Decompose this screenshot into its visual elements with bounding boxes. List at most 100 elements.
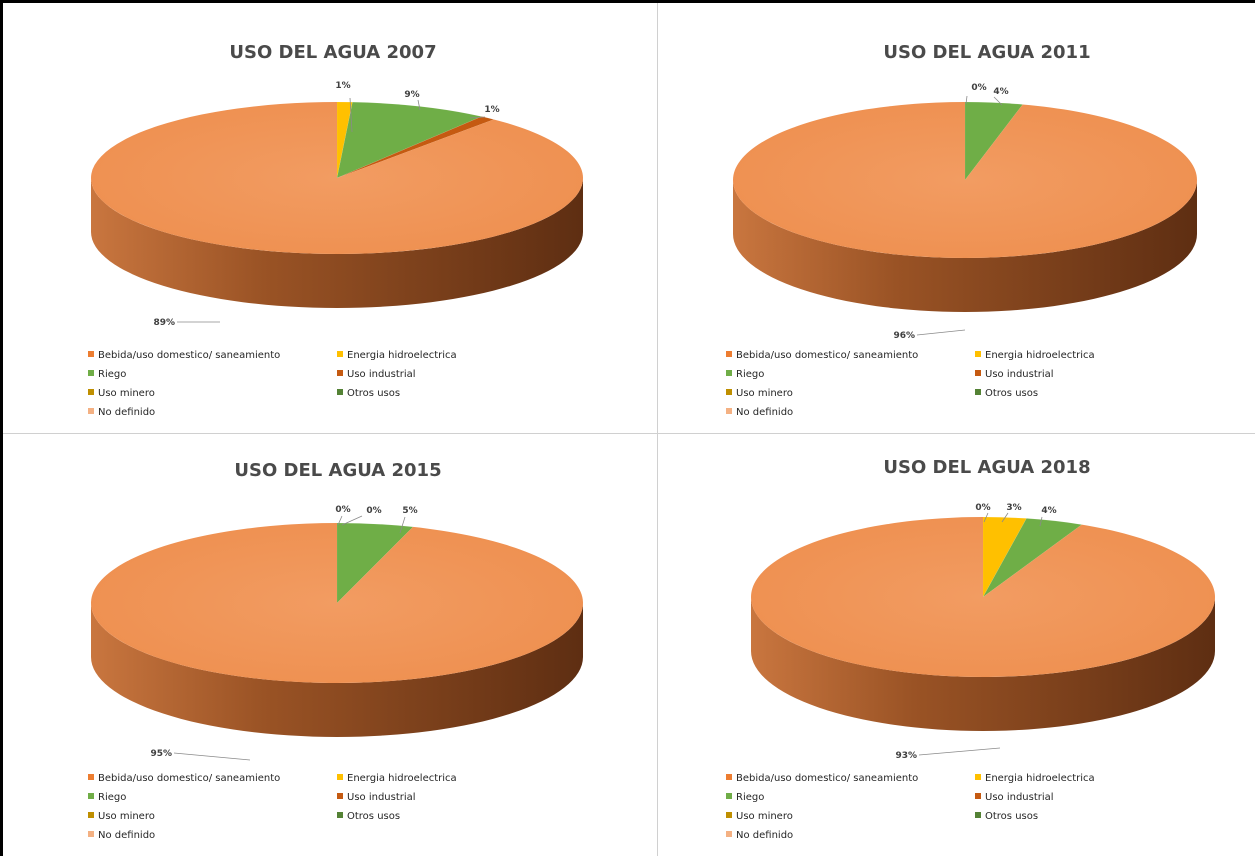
pie-slice-riego (336, 101, 483, 179)
pie-slice-bebida-uso-domestico-saneamiento (751, 517, 1215, 677)
legend-swatch (337, 812, 343, 818)
data-label: 1% (335, 81, 350, 91)
legend-swatch (88, 370, 94, 376)
legend-label: Bebida/uso domestico/ saneamiento (98, 773, 281, 784)
data-label: 5% (402, 506, 417, 516)
legend-swatch (88, 351, 94, 357)
legend-label: Uso industrial (985, 792, 1054, 803)
pie-side-wall (91, 178, 583, 308)
legend-item: Riego (726, 792, 764, 804)
legend-swatch (726, 831, 732, 837)
legend-item: Uso minero (88, 811, 155, 823)
legend-item: Otros usos (337, 388, 400, 400)
data-label: 0% (335, 505, 350, 515)
legend-item: No definido (88, 830, 155, 842)
horizontal-divider (3, 433, 1255, 434)
leader-line (916, 329, 966, 336)
legend-item: Riego (726, 369, 764, 381)
legend-item: Riego (88, 792, 126, 804)
legend-swatch (975, 793, 981, 799)
legend-item: Riego (88, 369, 126, 381)
legend-swatch (975, 812, 981, 818)
legend-label: Bebida/uso domestico/ saneamiento (736, 350, 919, 361)
data-label: 95% (150, 749, 172, 759)
legend-label: Uso industrial (347, 369, 416, 380)
legend-label: Otros usos (985, 811, 1039, 822)
legend-swatch (337, 370, 343, 376)
vertical-divider (657, 3, 658, 856)
legend-item: Bebida/uso domestico/ saneamiento (88, 773, 280, 785)
legend-label: Otros usos (347, 811, 401, 822)
data-label: 4% (1041, 506, 1056, 516)
pie-side-wall (733, 180, 1197, 312)
legend-item: Uso industrial (975, 369, 1054, 381)
data-label: 1% (484, 105, 499, 115)
pie-slice-riego (982, 518, 1083, 598)
leader-line (399, 516, 406, 534)
legend-swatch (337, 774, 343, 780)
legend-label: Riego (736, 369, 765, 380)
legend-swatch (975, 351, 981, 357)
leader-line (983, 512, 989, 523)
legend-label: Uso industrial (347, 792, 416, 803)
legend-label: Bebida/uso domestico/ saneamiento (736, 773, 919, 784)
legend-label: No definido (736, 407, 794, 418)
pie-side-wall (751, 597, 1215, 731)
legend-item: Otros usos (337, 811, 400, 823)
legend-swatch (726, 793, 732, 799)
legend-item: No definido (726, 407, 793, 419)
leader-line (918, 747, 1001, 756)
legend-item: Uso industrial (337, 369, 416, 381)
legend-item: Uso minero (726, 811, 793, 823)
legend-swatch (726, 351, 732, 357)
legend-label: Uso minero (98, 388, 155, 399)
chart-title: USO DEL AGUA 2011 (883, 42, 1090, 63)
data-label: 4% (993, 87, 1008, 97)
legend-swatch (337, 389, 343, 395)
pie-side-wall (91, 603, 583, 737)
leader-line (417, 99, 421, 111)
chart-title: USO DEL AGUA 2018 (883, 457, 1090, 478)
legend-item: No definido (88, 407, 155, 419)
legend-item: Uso industrial (337, 792, 416, 804)
legend-label: Otros usos (347, 388, 401, 399)
leader-line (965, 95, 968, 105)
leader-line (1001, 512, 1009, 523)
pie-slice-riego (964, 101, 1024, 181)
legend-label: Bebida/uso domestico/ saneamiento (98, 350, 281, 361)
legend-swatch (88, 389, 94, 395)
legend-swatch (726, 408, 732, 414)
legend-item: Bebida/uso domestico/ saneamiento (88, 350, 280, 362)
leader-line (349, 97, 353, 133)
legend-item: Uso minero (726, 388, 793, 400)
legend-label: Uso minero (736, 388, 793, 399)
legend-label: Energia hidroelectrica (347, 350, 457, 361)
legend-item: No definido (726, 830, 793, 842)
legend-item: Uso minero (88, 388, 155, 400)
legend-swatch (88, 831, 94, 837)
legend-label: Uso industrial (985, 369, 1054, 380)
data-label: 96% (893, 331, 915, 341)
pie-slice-riego (336, 522, 414, 604)
legend-label: Uso minero (736, 811, 793, 822)
pie-slice-bebida-uso-domestico-saneamiento (90, 523, 583, 683)
legend-label: Riego (98, 792, 127, 803)
data-label: 3% (1006, 503, 1021, 513)
pie-slice-energia-hidroelectrica (336, 101, 353, 179)
legend-label: Riego (98, 369, 127, 380)
legend-swatch (337, 793, 343, 799)
legend-label: No definido (98, 407, 156, 418)
data-label: 89% (153, 318, 175, 328)
legend-label: Uso minero (98, 811, 155, 822)
legend-swatch (726, 389, 732, 395)
legend-item: Uso industrial (975, 792, 1054, 804)
legend-item: Otros usos (975, 811, 1038, 823)
chart-title: USO DEL AGUA 2007 (229, 42, 436, 63)
legend-swatch (337, 351, 343, 357)
legend-item: Energia hidroelectrica (975, 350, 1095, 362)
legend-item: Otros usos (975, 388, 1038, 400)
